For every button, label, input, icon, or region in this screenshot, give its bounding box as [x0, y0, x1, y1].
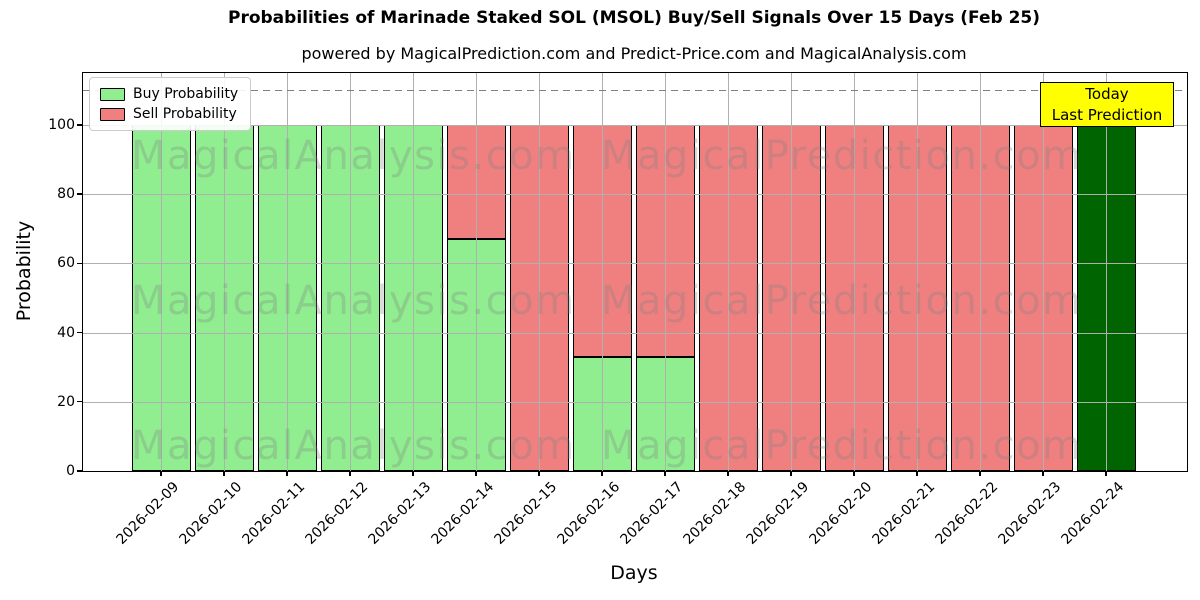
x-tick-mark	[475, 471, 477, 476]
legend: Buy Probability Sell Probability	[89, 77, 252, 131]
legend-item-sell: Sell Probability	[100, 104, 238, 124]
x-axis-label: Days	[610, 562, 658, 584]
x-tick-mark	[853, 471, 855, 476]
v-gridline	[349, 73, 351, 471]
x-tick-mark	[538, 471, 540, 476]
v-gridline	[223, 73, 225, 471]
annotation-line2: Last Prediction	[1051, 106, 1163, 124]
x-tick-mark	[664, 471, 666, 476]
y-tick-label: 60	[57, 255, 75, 272]
y-tick-label: 80	[57, 186, 75, 203]
v-gridline	[412, 73, 414, 471]
y-tick-mark	[76, 193, 82, 195]
x-tick-mark	[979, 471, 981, 476]
chart-subtitle: powered by MagicalPrediction.com and Pre…	[301, 44, 967, 63]
v-gridline	[1042, 73, 1044, 471]
x-tick-mark	[412, 471, 414, 476]
h-gridline	[83, 401, 1187, 403]
v-gridline	[853, 73, 855, 471]
x-tick-mark	[790, 471, 792, 476]
x-tick-mark	[1105, 471, 1107, 476]
sell-swatch-icon	[100, 107, 125, 121]
x-tick-mark	[349, 471, 351, 476]
legend-label-buy: Buy Probability	[133, 86, 239, 102]
v-gridline	[601, 73, 603, 471]
x-tick-mark	[916, 471, 918, 476]
v-gridline	[979, 73, 981, 471]
v-gridline	[1105, 73, 1107, 471]
y-tick-mark	[76, 124, 82, 126]
v-gridline	[916, 73, 918, 471]
legend-item-buy: Buy Probability	[100, 84, 238, 104]
v-gridline	[160, 73, 162, 471]
x-tick-mark	[286, 471, 288, 476]
h-gridline	[83, 124, 1187, 126]
v-gridline	[727, 73, 729, 471]
today-annotation: Today Last Prediction	[1040, 82, 1174, 127]
h-gridline	[83, 263, 1187, 265]
v-gridline	[286, 73, 288, 471]
legend-label-sell: Sell Probability	[133, 106, 237, 122]
y-tick-label: 40	[57, 324, 75, 341]
x-tick-mark	[223, 471, 225, 476]
y-tick-mark	[76, 262, 82, 264]
y-tick-label: 100	[48, 116, 75, 133]
v-gridline	[538, 73, 540, 471]
h-gridline	[83, 332, 1187, 334]
x-tick-mark	[727, 471, 729, 476]
x-tick-mark	[160, 471, 162, 476]
y-tick-label: 0	[66, 463, 75, 479]
x-tick-mark	[601, 471, 603, 476]
y-tick-mark	[76, 401, 82, 403]
y-tick-mark	[76, 470, 82, 472]
v-gridline	[790, 73, 792, 471]
v-gridline	[475, 73, 477, 471]
v-gridline	[664, 73, 666, 471]
threshold-dashed-line	[83, 89, 1187, 92]
y-tick-label: 20	[57, 393, 75, 410]
x-tick-mark	[1042, 471, 1044, 476]
annotation-line1: Today	[1085, 85, 1129, 103]
h-gridline	[83, 194, 1187, 196]
y-tick-mark	[76, 331, 82, 334]
chart-title: Probabilities of Marinade Staked SOL (MS…	[227, 8, 1040, 28]
buy-swatch-icon	[100, 87, 125, 101]
plot-area: Buy Probability Sell Probability Today L…	[48, 72, 1188, 548]
